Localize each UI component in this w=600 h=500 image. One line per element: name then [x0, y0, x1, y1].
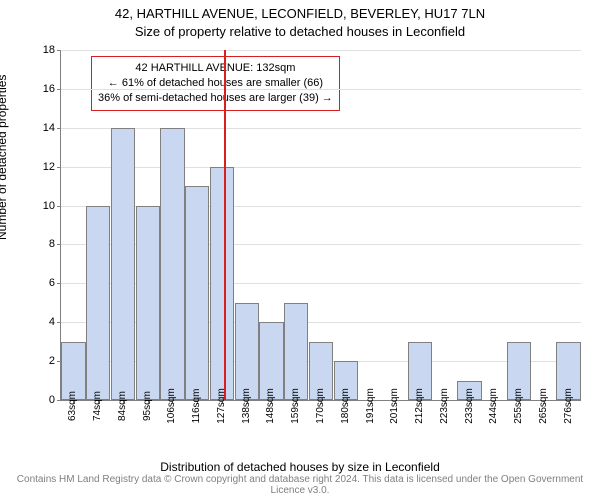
histogram-bar — [136, 206, 160, 400]
x-tick-label: 223sqm — [439, 388, 450, 424]
x-tick-label: 180sqm — [340, 388, 351, 424]
x-tick-label: 159sqm — [290, 388, 301, 424]
x-tick-label: 74sqm — [92, 391, 103, 421]
histogram-bar — [235, 303, 259, 400]
x-tick-label: 106sqm — [166, 388, 177, 424]
y-tick-mark — [57, 89, 61, 90]
gridline — [61, 128, 581, 129]
y-tick-label: 0 — [49, 394, 55, 406]
y-tick-label: 4 — [49, 316, 55, 328]
x-tick-label: 255sqm — [513, 388, 524, 424]
x-tick-label: 191sqm — [365, 388, 376, 424]
y-tick-mark — [57, 50, 61, 51]
x-tick-label: 244sqm — [488, 388, 499, 424]
y-tick-mark — [57, 322, 61, 323]
info-box: 42 HARTHILL AVENUE: 132sqm ← 61% of deta… — [91, 56, 340, 111]
gridline — [61, 50, 581, 51]
x-tick-label: 84sqm — [117, 391, 128, 421]
y-tick-mark — [57, 244, 61, 245]
y-tick-mark — [57, 206, 61, 207]
y-tick-label: 10 — [43, 200, 55, 212]
x-tick-label: 276sqm — [563, 388, 574, 424]
chart-container: 42, HARTHILL AVENUE, LECONFIELD, BEVERLE… — [0, 0, 600, 500]
chart-title-line2: Size of property relative to detached ho… — [0, 24, 600, 39]
x-axis-label: Distribution of detached houses by size … — [0, 460, 600, 474]
x-tick-label: 95sqm — [142, 391, 153, 421]
histogram-bar — [185, 186, 209, 400]
chart-title-line1: 42, HARTHILL AVENUE, LECONFIELD, BEVERLE… — [0, 6, 600, 21]
y-tick-label: 14 — [43, 122, 55, 134]
histogram-bar — [160, 128, 184, 400]
x-tick-label: 201sqm — [389, 388, 400, 424]
x-tick-label: 63sqm — [67, 391, 78, 421]
x-tick-label: 265sqm — [538, 388, 549, 424]
x-tick-label: 233sqm — [464, 388, 475, 424]
y-tick-label: 18 — [43, 44, 55, 56]
footer-text: Contains HM Land Registry data © Crown c… — [0, 474, 600, 496]
histogram-bar — [86, 206, 110, 400]
y-axis-label: Number of detached properties — [0, 75, 9, 240]
y-tick-mark — [57, 167, 61, 168]
gridline — [61, 89, 581, 90]
histogram-bar — [210, 167, 234, 400]
y-tick-mark — [57, 283, 61, 284]
y-tick-label: 2 — [49, 355, 55, 367]
x-tick-label: 212sqm — [414, 388, 425, 424]
info-line3: 36% of semi-detached houses are larger (… — [98, 91, 333, 106]
x-tick-label: 116sqm — [191, 389, 202, 424]
marker-line — [224, 50, 226, 400]
x-tick-label: 138sqm — [241, 388, 252, 424]
x-tick-label: 148sqm — [265, 388, 276, 424]
y-tick-mark — [57, 400, 61, 401]
y-tick-label: 8 — [49, 238, 55, 250]
y-tick-label: 16 — [43, 83, 55, 95]
y-tick-label: 6 — [49, 277, 55, 289]
gridline — [61, 167, 581, 168]
plot-area: 42 HARTHILL AVENUE: 132sqm ← 61% of deta… — [60, 50, 581, 401]
y-tick-mark — [57, 128, 61, 129]
y-tick-label: 12 — [43, 161, 55, 173]
histogram-bar — [111, 128, 135, 400]
info-line1: 42 HARTHILL AVENUE: 132sqm — [98, 61, 333, 76]
histogram-bar — [284, 303, 308, 400]
x-tick-label: 170sqm — [315, 388, 326, 424]
